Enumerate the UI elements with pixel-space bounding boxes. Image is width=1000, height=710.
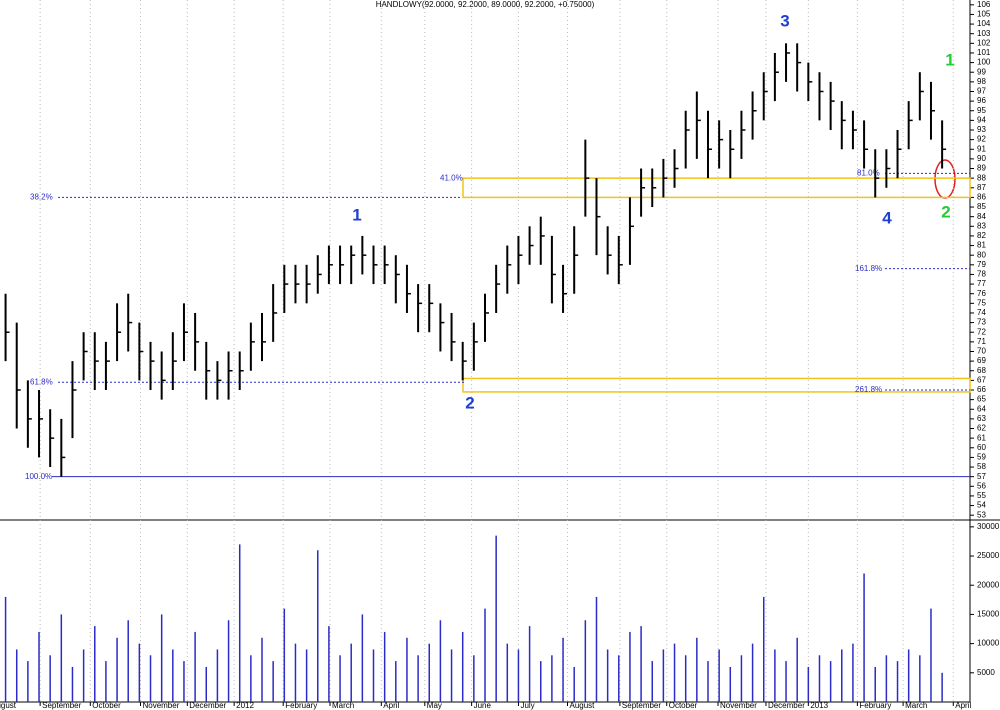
y-tick-label: 20000: [977, 580, 1000, 589]
wave-label: 4: [882, 208, 892, 227]
y-tick-label: 58: [977, 462, 986, 471]
x-tick-label: November: [720, 701, 757, 710]
wave-label: 2: [941, 202, 950, 221]
y-tick-label: 78: [977, 270, 986, 279]
y-tick-label: 89: [977, 164, 986, 173]
y-tick-label: 96: [977, 96, 986, 105]
y-tick-label: 105: [977, 10, 991, 19]
y-tick-label: 59: [977, 453, 986, 462]
y-tick-label: 60: [977, 443, 986, 452]
y-tick-label: 73: [977, 318, 986, 327]
x-tick-label: December: [768, 701, 805, 710]
y-tick-label: 71: [977, 337, 986, 346]
x-tick-label: October: [669, 701, 698, 710]
wave-label: 2: [465, 393, 474, 412]
x-tick-label: December: [189, 701, 226, 710]
y-tick-label: 75: [977, 298, 986, 307]
x-tick-label: August: [570, 701, 596, 710]
x-tick-label: September: [42, 701, 81, 710]
y-tick-label: 62: [977, 424, 986, 433]
wave-label: 3: [780, 11, 789, 30]
y-tick-label: 5000: [977, 668, 995, 677]
y-tick-label: 25000: [977, 551, 1000, 560]
level-label: 261.8%: [855, 385, 882, 394]
y-tick-label: 74: [977, 308, 986, 317]
level-label: 38.2%: [30, 193, 53, 202]
level-label: 61.8%: [30, 377, 53, 386]
y-tick-label: 66: [977, 385, 986, 394]
y-tick-label: 97: [977, 87, 986, 96]
y-tick-label: 72: [977, 327, 986, 336]
y-tick-label: 68: [977, 366, 986, 375]
wave-label: 1: [945, 50, 954, 69]
x-tick-label: October: [92, 701, 121, 710]
y-tick-label: 84: [977, 212, 986, 221]
level-label: 100.0%: [25, 472, 52, 481]
x-tick-label: September: [622, 701, 661, 710]
y-tick-label: 57: [977, 472, 986, 481]
y-tick-label: 92: [977, 135, 986, 144]
y-tick-label: 15000: [977, 610, 1000, 619]
zone: [462, 177, 971, 199]
y-tick-label: 80: [977, 250, 986, 259]
y-tick-label: 91: [977, 144, 986, 153]
y-tick-label: 86: [977, 193, 986, 202]
level-label: 81.0%: [857, 168, 880, 177]
y-tick-label: 104: [977, 19, 991, 28]
y-tick-label: 85: [977, 202, 986, 211]
y-tick-label: 95: [977, 106, 986, 115]
y-tick-label: 79: [977, 260, 986, 269]
x-tick-label: July: [520, 701, 534, 710]
y-tick-label: 100: [977, 58, 991, 67]
y-tick-label: 56: [977, 481, 986, 490]
zone: [462, 377, 971, 393]
x-tick-label: April: [383, 701, 399, 710]
x-tick-label: March: [332, 701, 354, 710]
y-tick-label: 55: [977, 491, 986, 500]
y-tick-label: 98: [977, 77, 986, 86]
wave-label: 1: [352, 205, 361, 224]
y-tick-label: 103: [977, 29, 991, 38]
y-tick-label: 87: [977, 183, 986, 192]
y-tick-label: 54: [977, 501, 986, 510]
y-tick-label: 67: [977, 375, 986, 384]
y-tick-label: 106: [977, 0, 991, 9]
y-tick-label: 90: [977, 154, 986, 163]
y-tick-label: 53: [977, 510, 986, 519]
y-tick-label: 10000: [977, 639, 1000, 648]
x-tick-label: November: [142, 701, 179, 710]
y-tick-label: 69: [977, 356, 986, 365]
y-tick-label: 93: [977, 125, 986, 134]
y-tick-label: 64: [977, 404, 986, 413]
y-tick-label: 99: [977, 67, 986, 76]
x-tick-label: ugust: [0, 701, 17, 710]
y-tick-label: 70: [977, 347, 986, 356]
y-tick-label: 82: [977, 231, 986, 240]
chart-title: HANDLOWY(92.0000, 92.2000, 89.0000, 92.2…: [376, 0, 595, 9]
x-tick-label: 2013: [810, 701, 828, 710]
y-tick-label: 88: [977, 173, 986, 182]
y-tick-label: 81: [977, 241, 986, 250]
x-tick-label: June: [474, 701, 492, 710]
x-tick-label: May: [427, 701, 442, 710]
y-tick-label: 101: [977, 48, 991, 57]
y-tick-label: 76: [977, 289, 986, 298]
level-label: 41.0%: [440, 173, 463, 182]
x-tick-label: February: [285, 701, 317, 710]
y-tick-label: 94: [977, 115, 986, 124]
x-tick-label: 2012: [236, 701, 254, 710]
y-tick-label: 30000: [977, 522, 1000, 531]
level-label: 161.8%: [855, 264, 882, 273]
y-tick-label: 83: [977, 221, 986, 230]
y-tick-label: 102: [977, 38, 991, 47]
y-tick-label: 61: [977, 433, 986, 442]
x-tick-label: March: [905, 701, 927, 710]
y-tick-label: 65: [977, 395, 986, 404]
x-tick-label: April: [955, 701, 971, 710]
y-tick-label: 77: [977, 279, 986, 288]
y-tick-label: 63: [977, 414, 986, 423]
x-tick-label: February: [859, 701, 891, 710]
